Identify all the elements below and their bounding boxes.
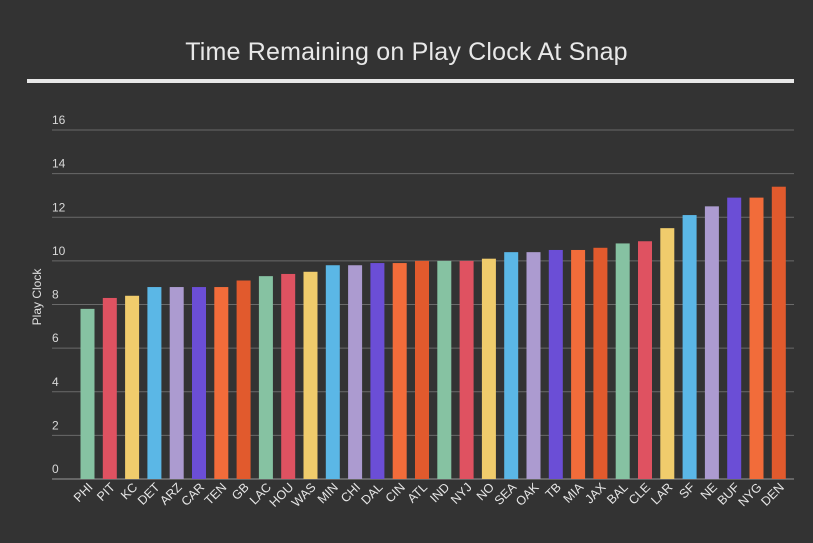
x-tick-label: MIA	[561, 480, 587, 506]
x-tick-label: CLE	[626, 480, 653, 507]
bar-nyj	[459, 260, 474, 479]
bar-kc	[125, 295, 140, 479]
x-tick-label: BAL	[604, 480, 631, 507]
y-axis-label: Play Clock	[30, 268, 44, 326]
x-tick-label: PHI	[71, 480, 96, 505]
bar-den	[771, 186, 786, 479]
bar-car	[192, 287, 206, 479]
bar-was	[303, 271, 318, 479]
x-tick-label: PIT	[94, 480, 118, 504]
x-tick-label: TB	[543, 480, 564, 501]
bar-hou	[281, 273, 296, 479]
x-tick-label: JAX	[582, 480, 609, 507]
bar-gb	[236, 280, 251, 479]
bar-ind	[437, 260, 452, 479]
x-tick-label: BUF	[715, 480, 743, 508]
y-tick-label: 16	[52, 113, 66, 127]
x-tick-label: HOU	[267, 480, 297, 510]
x-tick-label: DET	[135, 480, 163, 508]
bar-cle	[638, 241, 652, 479]
bar-dal	[370, 263, 385, 479]
y-tick-label: 0	[52, 462, 59, 476]
y-tick-label: 6	[52, 331, 59, 345]
x-tick-label: NYG	[736, 480, 765, 509]
bar-ten	[214, 287, 229, 479]
x-tick-label: LAR	[648, 480, 675, 507]
bar-det	[147, 287, 162, 479]
bar-no	[481, 258, 496, 479]
bar-tb	[548, 249, 563, 479]
y-tick-label: 14	[52, 157, 66, 171]
x-tick-label: IND	[427, 480, 452, 505]
bar-pit	[102, 297, 117, 479]
x-tick-label: DEN	[758, 480, 787, 509]
x-tick-label: CAR	[179, 480, 208, 509]
bar-bal	[615, 243, 630, 479]
bar-atl	[415, 260, 429, 479]
x-tick-label: CIN	[383, 480, 408, 505]
bar-nyg	[749, 197, 764, 479]
bar-lac	[258, 276, 273, 479]
y-tick-label: 12	[52, 200, 66, 214]
bar-jax	[593, 247, 608, 479]
x-tick-label: NYJ	[448, 480, 475, 507]
bar-arz	[169, 287, 184, 479]
bar-lar	[660, 228, 675, 479]
x-tick-label: OAK	[513, 480, 542, 509]
x-tick-label: WAS	[289, 480, 319, 510]
bar-ne	[704, 206, 719, 479]
bar-chi	[348, 265, 363, 479]
bar-min	[325, 265, 340, 479]
title-divider	[27, 79, 794, 83]
y-tick-label: 8	[52, 288, 59, 302]
bar-cin	[392, 263, 407, 479]
x-tick-label: MIN	[315, 480, 341, 506]
x-tick-label: DAL	[358, 480, 385, 507]
x-tick-label: ATL	[405, 480, 430, 505]
bar-phi	[80, 308, 95, 479]
x-tick-label: CHI	[338, 480, 363, 505]
y-tick-label: 10	[52, 244, 66, 258]
x-tick-label: SEA	[492, 480, 520, 508]
x-tick-label: TEN	[202, 480, 230, 508]
bar-buf	[727, 197, 742, 479]
x-tick-label: ARZ	[157, 480, 185, 508]
bar-oak	[526, 252, 541, 479]
y-tick-label: 4	[52, 375, 59, 389]
bars	[80, 186, 786, 479]
y-axis-ticks: 0 2 4 6 8 10 12 14 16	[52, 113, 66, 476]
x-tick-label: SF	[677, 480, 698, 501]
chart-title: Time Remaining on Play Clock At Snap	[185, 38, 628, 66]
bar-sf	[682, 215, 697, 479]
bar-mia	[571, 249, 586, 479]
y-tick-label: 2	[52, 418, 59, 432]
bar-sea	[504, 252, 519, 479]
